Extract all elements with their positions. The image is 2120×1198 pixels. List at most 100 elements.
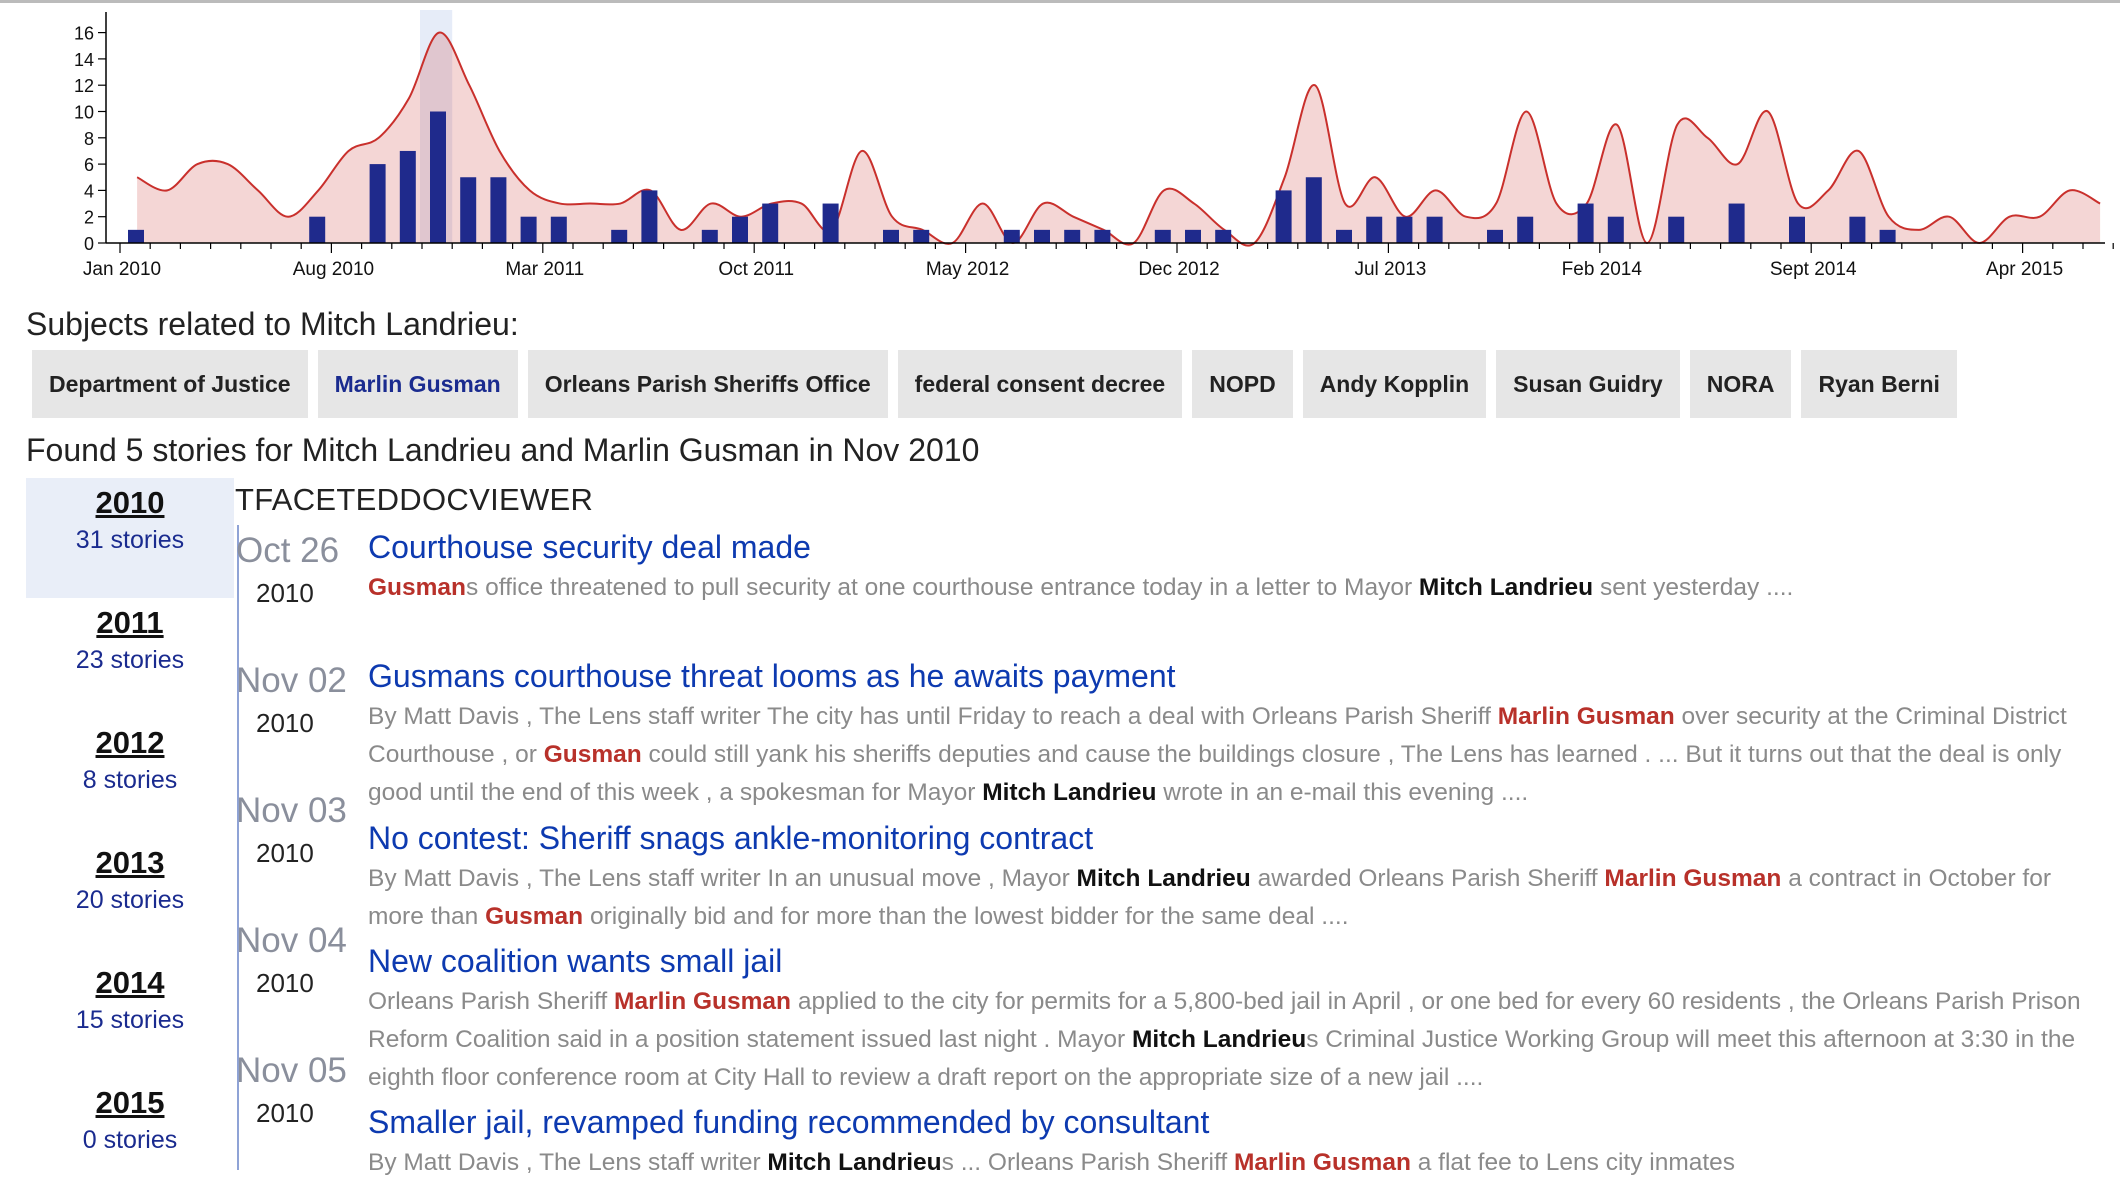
subject-pill[interactable]: Susan Guidry bbox=[1496, 350, 1680, 418]
x-tick-label: Mar 2011 bbox=[505, 259, 584, 280]
subject-pill[interactable]: NORA bbox=[1689, 350, 1792, 418]
y-tick-label: 0 bbox=[84, 234, 94, 254]
story-date-year: 2010 bbox=[256, 968, 314, 998]
bar bbox=[1577, 203, 1594, 243]
story-date: Nov 03 2010 bbox=[236, 792, 356, 869]
highlight-subject: Marlin Gusman bbox=[1233, 1149, 1411, 1176]
subject-pill[interactable]: Andy Kopplin bbox=[1302, 350, 1487, 418]
bar bbox=[399, 150, 416, 243]
year-label[interactable]: 2012 bbox=[95, 725, 165, 760]
bar bbox=[1396, 216, 1413, 243]
area-line bbox=[136, 31, 2101, 247]
story-snippet: By Matt Davis , The Lens staff writer Th… bbox=[368, 698, 2098, 812]
bar bbox=[611, 229, 628, 243]
year-item-2011[interactable]: 2011 23 stories bbox=[26, 598, 234, 718]
y-tick-label: 12 bbox=[74, 76, 94, 96]
year-item-2012[interactable]: 2012 8 stories bbox=[26, 718, 234, 838]
year-label[interactable]: 2013 bbox=[95, 845, 165, 880]
bar bbox=[1034, 229, 1050, 243]
story-title-link[interactable]: Gusmans courthouse threat looms as he aw… bbox=[368, 658, 1176, 694]
bar bbox=[1789, 216, 1805, 243]
bar bbox=[1487, 229, 1503, 243]
snippet-text: By Matt Davis , The Lens staff writer Th… bbox=[368, 703, 1498, 730]
story-title-link[interactable]: Courthouse security deal made bbox=[368, 529, 811, 565]
y-tick-label: 4 bbox=[84, 181, 94, 201]
bar bbox=[701, 229, 718, 243]
subject-pill[interactable]: Orleans Parish Sheriffs Office bbox=[527, 350, 888, 418]
highlight-person: Mitch Landrieu bbox=[1131, 1026, 1307, 1053]
bar bbox=[490, 177, 507, 243]
story-title-link[interactable]: Smaller jail, revamped funding recommend… bbox=[368, 1104, 1210, 1140]
x-tick-label: Aug 2010 bbox=[293, 259, 374, 280]
story-item: Smaller jail, revamped funding recommend… bbox=[368, 1102, 2098, 1182]
highlight-subject: Marlin Gusman bbox=[1497, 703, 1675, 730]
story-item: Courthouse security deal made Gusmans off… bbox=[368, 527, 2098, 607]
highlight-subject: Marlin Gusman bbox=[1604, 865, 1782, 892]
subject-pill[interactable]: Marlin Gusman bbox=[317, 350, 518, 418]
year-label[interactable]: 2015 bbox=[95, 1085, 165, 1120]
snippet-text: By Matt Davis , The Lens staff writer In… bbox=[368, 865, 1077, 892]
bar bbox=[1185, 229, 1201, 243]
bar bbox=[1366, 216, 1383, 243]
snippet-text: wrote in an e-mail this evening .... bbox=[1156, 779, 1529, 806]
subject-pill[interactable]: federal consent decree bbox=[897, 350, 1183, 418]
snippet-text: s ... Orleans Parish Sheriff bbox=[941, 1149, 1234, 1176]
story-date-day: Oct 26 bbox=[236, 531, 340, 570]
year-story-count: 23 stories bbox=[75, 646, 185, 674]
bar bbox=[1154, 229, 1171, 243]
snippet-text: a contract in October for more than bbox=[368, 865, 2052, 930]
year-label[interactable]: 2010 bbox=[95, 485, 165, 520]
story-date-day: Nov 04 bbox=[236, 921, 347, 960]
y-tick-label: 2 bbox=[84, 208, 94, 228]
subject-pill[interactable]: Ryan Berni bbox=[1801, 350, 1957, 418]
bar bbox=[1517, 216, 1534, 243]
bar bbox=[1003, 229, 1020, 243]
year-story-count: 8 stories bbox=[82, 766, 178, 794]
y-tick-label: 6 bbox=[84, 155, 94, 175]
year-label[interactable]: 2011 bbox=[96, 605, 164, 640]
bar bbox=[1426, 216, 1443, 243]
year-story-count: 20 stories bbox=[75, 886, 185, 914]
snippet-text: Orleans Parish Sheriff bbox=[368, 988, 615, 1015]
bar bbox=[1607, 216, 1624, 243]
bar bbox=[732, 216, 748, 243]
highlight-subject: Marlin Gusman bbox=[614, 988, 792, 1015]
year-item-2010[interactable]: 2010 31 stories bbox=[26, 478, 234, 598]
story-title-link[interactable]: No contest: Sheriff snags ankle-monitori… bbox=[368, 820, 1094, 856]
timeline-line bbox=[237, 525, 239, 1170]
bar bbox=[1064, 229, 1081, 243]
story-title-link[interactable]: New coalition wants small jail bbox=[368, 943, 783, 979]
subject-pill[interactable]: NOPD bbox=[1192, 350, 1293, 418]
highlight-subject: Gusman bbox=[485, 903, 584, 930]
bar bbox=[309, 216, 326, 243]
highlight-subject: Gusman bbox=[543, 741, 642, 768]
highlight-subject: Gusman bbox=[368, 574, 467, 601]
highlight-person: Mitch Landrieu bbox=[982, 779, 1157, 806]
bar bbox=[762, 203, 779, 243]
story-item: Gusmans courthouse threat looms as he aw… bbox=[368, 656, 2098, 812]
x-tick-label: Apr 2015 bbox=[1986, 259, 2063, 280]
bar bbox=[1336, 229, 1352, 243]
snippet-text: originally bid and for more than the low… bbox=[583, 903, 1349, 930]
story-date-year: 2010 bbox=[256, 1098, 314, 1128]
x-tick-label: Sept 2014 bbox=[1770, 259, 1857, 280]
story-snippet: Orleans Parish Sheriff Marlin Gusman app… bbox=[368, 983, 2098, 1097]
year-item-2014[interactable]: 2014 15 stories bbox=[26, 958, 234, 1078]
bar bbox=[641, 190, 658, 243]
y-tick-label: 14 bbox=[74, 50, 94, 70]
snippet-text: s Criminal Justice Working Group will me… bbox=[368, 1026, 2076, 1091]
year-label[interactable]: 2014 bbox=[95, 965, 165, 1000]
story-date-year: 2010 bbox=[256, 578, 314, 608]
bar bbox=[1275, 190, 1292, 243]
story-item: New coalition wants small jail Orleans Pa… bbox=[368, 941, 2098, 1097]
found-stories-text: Found 5 stories for Mitch Landrieu and M… bbox=[26, 432, 980, 468]
bar bbox=[460, 177, 477, 243]
top-border bbox=[0, 0, 2120, 3]
year-item-2013[interactable]: 2013 20 stories bbox=[26, 838, 234, 958]
subject-pill[interactable]: Department of Justice bbox=[32, 350, 308, 418]
x-tick-label: May 2012 bbox=[926, 259, 1009, 280]
snippet-text: sent yesterday .... bbox=[1593, 574, 1794, 601]
story-date: Nov 04 2010 bbox=[236, 921, 356, 999]
snippet-text: a flat fee to Lens city inmates bbox=[1410, 1149, 1736, 1176]
year-item-2015[interactable]: 2015 0 stories bbox=[26, 1078, 234, 1198]
